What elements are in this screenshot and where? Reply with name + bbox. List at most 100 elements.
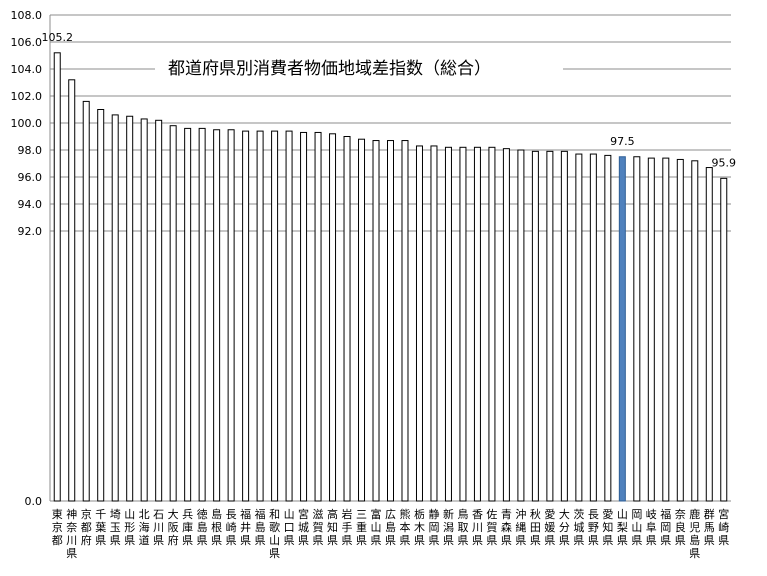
bar-青森県	[502, 148, 510, 502]
bar-京都府	[82, 100, 90, 502]
x-tick-label: 埼玉県	[110, 507, 121, 547]
x-tick-label: 鳥取県	[457, 507, 468, 547]
x-tick-label: 茨城県	[573, 507, 584, 547]
bar-兵庫県	[184, 127, 192, 502]
x-tick-label: 石川県	[153, 508, 164, 547]
bar-高知県	[329, 133, 337, 502]
bar-群馬県	[705, 167, 713, 502]
x-tick-label: 高知県	[327, 507, 338, 547]
bar-愛媛県	[546, 150, 554, 502]
x-tick-label: 栃木県	[414, 507, 425, 547]
bar-富山県	[372, 140, 380, 502]
bar-北海道	[140, 118, 148, 502]
x-axis-labels: 東京都神奈川県京都府千葉県埼玉県山形県北海道石川県大阪府兵庫県徳島県島根県長崎県…	[52, 507, 730, 560]
bar-埼玉県	[111, 114, 119, 502]
bars	[53, 52, 728, 502]
x-tick-label: 熊本県	[399, 507, 410, 547]
x-tick-label: 東京都	[52, 508, 63, 547]
y-tick-label: 92.0	[18, 225, 43, 238]
bar-香川県	[473, 146, 481, 502]
bar-山形県	[126, 115, 134, 502]
bar-新潟県	[444, 146, 452, 502]
x-tick-label: 福井県	[240, 507, 251, 547]
x-tick-label: 岐阜県	[646, 508, 657, 547]
x-tick-label: 沖縄県	[515, 508, 526, 547]
x-tick-label: 静岡県	[428, 507, 439, 547]
bar-福岡県	[662, 157, 670, 502]
bar-和歌山県	[271, 130, 279, 502]
x-tick-label: 富山県	[371, 507, 382, 547]
x-tick-label: 福岡県	[660, 507, 671, 547]
bar-東京都	[53, 52, 61, 502]
data-label: 105.2	[41, 31, 73, 44]
bar-栃木県	[415, 145, 423, 502]
x-tick-label: 宮城県	[298, 507, 309, 547]
bar-福島県	[256, 130, 264, 502]
x-tick-label: 千葉県	[95, 508, 106, 547]
chart-title: 都道府県別消費者物価地域差指数（総合）	[168, 59, 491, 79]
bar-大阪府	[169, 125, 177, 502]
bar-鳥取県	[459, 146, 467, 502]
x-tick-label: 宮崎県	[718, 507, 729, 547]
y-tick-label: 98.0	[18, 144, 43, 157]
x-tick-label: 兵庫県	[182, 508, 193, 547]
x-tick-label: 和歌山県	[269, 508, 280, 560]
x-tick-label: 新潟県	[443, 507, 454, 547]
x-tick-label: 広島県	[385, 508, 396, 547]
data-label: 95.9	[712, 156, 737, 169]
y-tick-label: 106.0	[11, 36, 43, 49]
bar-島根県	[213, 129, 221, 502]
x-tick-label: 徳島県	[197, 508, 208, 547]
x-tick-label: 福島県	[255, 507, 266, 547]
bar-長野県	[589, 153, 597, 502]
bar-熊本県	[401, 140, 409, 502]
bar-徳島県	[198, 127, 206, 502]
x-tick-label: 山口県	[284, 508, 295, 547]
bar-千葉県	[97, 109, 105, 502]
bar-佐賀県	[488, 146, 496, 502]
x-tick-label: 山梨県	[617, 508, 628, 547]
x-tick-label: 京都府	[81, 507, 92, 547]
bar-広島県	[387, 140, 394, 502]
y-tick-label: 104.0	[11, 63, 43, 76]
x-tick-label: 青森県	[501, 508, 512, 547]
bar-岩手県	[343, 136, 351, 502]
bar-山口県	[285, 130, 293, 502]
bar-三重県	[358, 138, 366, 502]
bar-秋田県	[531, 150, 539, 502]
data-label: 97.5	[610, 135, 635, 148]
y-tick-label: 0.0	[25, 495, 43, 508]
x-tick-label: 大阪府	[168, 507, 179, 547]
bar-福井県	[242, 130, 250, 502]
title-background	[155, 52, 563, 82]
x-tick-label: 島根県	[211, 507, 222, 547]
x-tick-label: 奈良県	[675, 507, 686, 547]
x-tick-label: 長野県	[588, 508, 599, 547]
x-tick-label: 滋賀県	[313, 508, 324, 547]
y-tick-label: 96.0	[18, 171, 43, 184]
bar-茨城県	[575, 153, 583, 502]
y-tick-label: 100.0	[11, 117, 43, 130]
y-tick-label: 102.0	[11, 90, 43, 103]
x-tick-label: 岡山県	[631, 508, 642, 547]
bar-長崎県	[227, 129, 235, 502]
x-tick-label: 長崎県	[226, 508, 237, 547]
x-tick-label: 神奈川県	[66, 507, 77, 560]
bar-宮崎県	[720, 177, 728, 502]
x-tick-label: 岩手県	[342, 507, 353, 547]
x-tick-label: 愛媛県	[544, 508, 555, 547]
x-tick-label: 大分県	[559, 507, 570, 547]
bar-沖縄県	[517, 149, 525, 502]
bar-石川県	[155, 119, 163, 502]
bar-神奈川県	[68, 79, 76, 502]
x-tick-label: 香川県	[472, 508, 483, 547]
x-tick-label: 愛知県	[602, 508, 613, 547]
x-tick-label: 三重県	[356, 508, 367, 547]
bar-山梨県	[618, 156, 626, 502]
bar-岐阜県	[647, 157, 655, 502]
x-tick-label: 北海道	[139, 508, 150, 547]
x-tick-label: 群馬県	[704, 507, 715, 547]
bar-滋賀県	[314, 131, 322, 502]
